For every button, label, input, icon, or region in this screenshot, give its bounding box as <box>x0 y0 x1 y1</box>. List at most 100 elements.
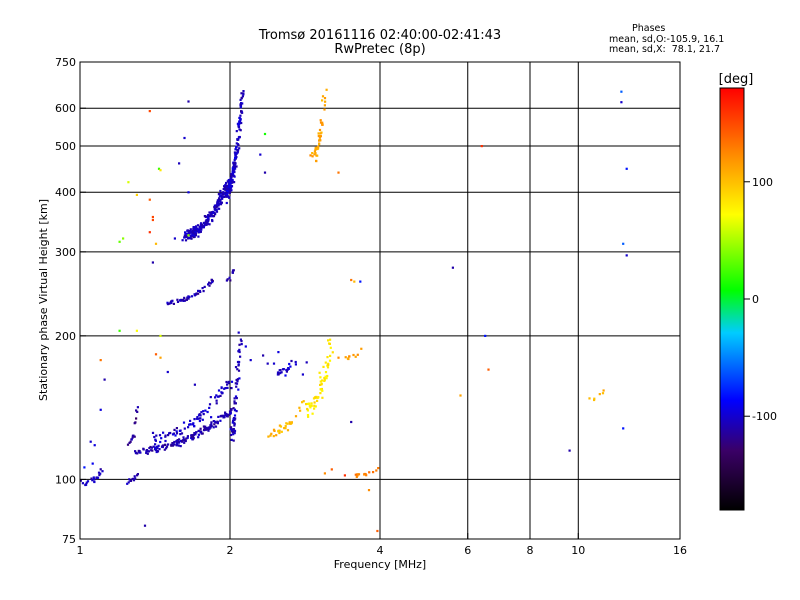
echo-point <box>234 152 237 155</box>
echo-point <box>326 356 329 359</box>
echo-point <box>210 424 213 428</box>
x-tick-label: 8 <box>527 544 534 557</box>
echo-point <box>314 396 317 399</box>
echo-point <box>199 227 203 230</box>
echo-point <box>182 436 185 439</box>
echo-point <box>122 237 125 240</box>
echo-point <box>231 421 234 424</box>
gridlines <box>80 62 680 539</box>
echo-point <box>284 427 287 430</box>
echo-point <box>239 106 242 109</box>
echo-point <box>193 234 196 237</box>
echo-point <box>179 299 182 302</box>
echo-point <box>316 399 319 402</box>
echo-point <box>184 239 188 242</box>
echo-point <box>208 427 211 430</box>
echo-point <box>224 387 227 390</box>
echo-point <box>321 99 324 102</box>
echo-point <box>198 225 201 228</box>
echo-point <box>136 406 139 409</box>
echo-point <box>285 368 288 372</box>
echo-point <box>235 130 238 133</box>
echo-point <box>233 429 237 432</box>
echo-point <box>183 296 186 299</box>
echo-point <box>210 421 213 424</box>
echo-point <box>235 382 239 385</box>
echo-point <box>135 409 138 412</box>
echo-point <box>242 90 245 93</box>
echo-point <box>134 477 137 480</box>
echo-point <box>317 134 320 138</box>
echo-point <box>322 365 325 368</box>
y-tick-label: 100 <box>55 473 76 486</box>
echo-point <box>198 413 201 416</box>
echo-point <box>151 215 154 219</box>
echo-point <box>235 397 238 400</box>
echo-point <box>236 380 239 383</box>
echo-point <box>148 231 151 234</box>
echo-point <box>205 218 208 222</box>
echo-point <box>365 474 368 477</box>
x-tick-label: 4 <box>377 544 384 557</box>
colorbar-ticks: 100 0 -100 <box>744 176 777 423</box>
echo-point <box>231 171 234 174</box>
echo-point <box>236 378 239 381</box>
echo-point <box>354 355 357 358</box>
echo-point <box>191 234 194 237</box>
echo-point <box>306 409 309 412</box>
echo-point <box>180 432 184 435</box>
echo-point <box>217 389 221 392</box>
echo-point <box>194 433 197 436</box>
echo-point <box>103 378 106 381</box>
echo-point <box>135 417 138 420</box>
echo-point <box>355 475 358 478</box>
echo-point <box>221 392 224 395</box>
echo-point <box>143 524 147 527</box>
echo-point <box>173 443 176 446</box>
echo-point <box>204 221 207 224</box>
echo-point <box>196 229 199 232</box>
echo-point <box>228 276 231 279</box>
echo-point <box>622 427 625 430</box>
echo-point <box>204 428 207 431</box>
echo-point <box>154 242 158 245</box>
echo-point <box>223 185 226 189</box>
echo-point <box>223 416 226 419</box>
echo-point <box>267 435 270 438</box>
echo-point <box>193 293 196 296</box>
echo-point <box>311 412 314 415</box>
echo-point <box>186 229 189 232</box>
echo-point <box>232 173 235 176</box>
echo-point <box>215 210 219 213</box>
echo-point <box>199 417 202 420</box>
echo-point <box>235 156 238 159</box>
y-axis-label: Stationary phase Virtual Height [km] <box>37 199 50 401</box>
echo-point <box>230 433 233 437</box>
echo-point <box>214 421 217 424</box>
echo-point <box>207 426 210 429</box>
echo-point <box>320 383 323 386</box>
echo-point <box>240 92 243 95</box>
echo-point <box>238 117 242 120</box>
echo-point <box>83 466 86 469</box>
echo-point <box>225 414 229 418</box>
echo-point <box>193 432 196 435</box>
echo-point <box>193 232 196 235</box>
echo-point <box>272 428 276 431</box>
echo-point <box>321 122 324 126</box>
echo-point <box>170 444 173 447</box>
echo-point <box>301 373 304 376</box>
echo-point <box>237 125 241 128</box>
echo-point <box>99 359 102 362</box>
echo-point <box>215 394 218 397</box>
echo-point <box>196 227 199 231</box>
echo-point <box>302 400 305 403</box>
echo-point <box>376 529 379 533</box>
echo-point <box>284 374 287 377</box>
echo-point <box>232 420 235 423</box>
echo-point <box>185 298 188 301</box>
echo-point <box>233 402 236 405</box>
echo-point <box>188 230 191 233</box>
echo-point <box>281 368 285 371</box>
echo-point <box>225 413 228 416</box>
